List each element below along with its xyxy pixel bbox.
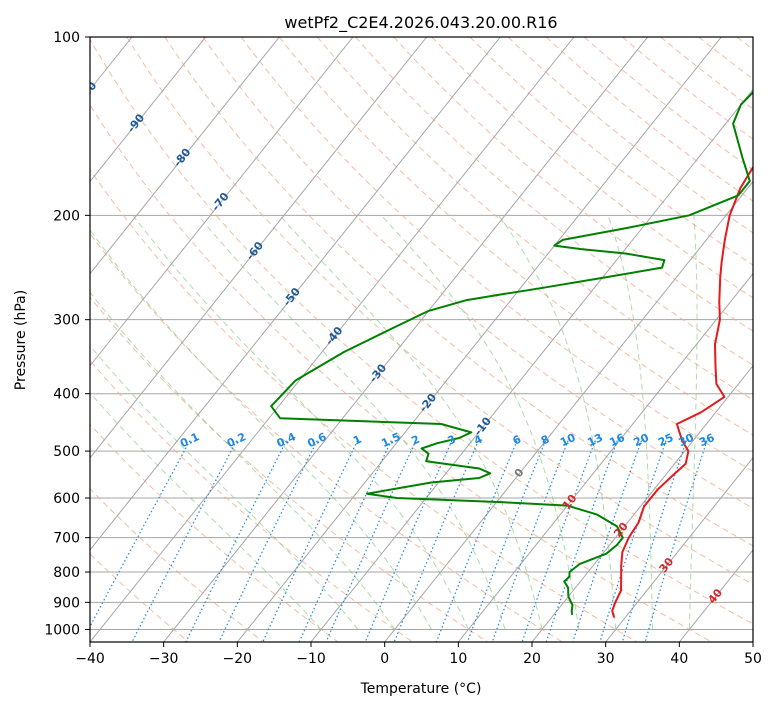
isotherm-line bbox=[163, 37, 649, 642]
y-tick-label: 400 bbox=[53, 387, 80, 403]
x-tick-label: 10 bbox=[449, 651, 467, 667]
profile-lines bbox=[270, 90, 753, 618]
mixing-ratio-label: 30 bbox=[677, 431, 697, 449]
isotherm-line bbox=[90, 37, 207, 183]
mixing-ratio-line bbox=[90, 440, 191, 628]
isotherm-line bbox=[90, 37, 501, 551]
isotherm-line bbox=[90, 37, 280, 275]
y-axis-label: Pressure (hPa) bbox=[13, 290, 29, 390]
mixing-ratio-label: 10 bbox=[558, 431, 578, 449]
mixing-ratio-line bbox=[435, 440, 518, 642]
mixing-ratio-line bbox=[364, 440, 453, 642]
background-lines bbox=[90, 37, 753, 642]
mixing-ratio-line bbox=[218, 440, 318, 642]
x-axis-label: Temperature (°C) bbox=[360, 681, 482, 697]
y-tick-label: 800 bbox=[53, 565, 80, 581]
moist-adiabat-line bbox=[380, 214, 580, 630]
axes: −40 −30 −20 −10 0 10 20 30 40 50 100 200 300 400 500 60… bbox=[44, 30, 762, 667]
dewpoint-line bbox=[270, 90, 753, 615]
isotherm-line bbox=[90, 37, 575, 642]
moist-adiabat-line bbox=[197, 214, 506, 630]
x-tick-label: 40 bbox=[670, 651, 688, 667]
x-tick-label: 0 bbox=[380, 651, 389, 667]
isotherm-line bbox=[384, 180, 753, 642]
moist-adiabat-line bbox=[90, 291, 396, 630]
y-tick-label: 900 bbox=[53, 595, 80, 611]
dry-adiabat-line bbox=[202, 37, 753, 509]
temperature-line bbox=[611, 165, 753, 618]
plot-frame bbox=[89, 36, 754, 643]
mixing-ratio-line bbox=[466, 440, 547, 642]
isotherm-line bbox=[605, 457, 753, 642]
mixing-ratio-line bbox=[262, 440, 359, 642]
dry-adiabat-line bbox=[240, 37, 753, 472]
isotherm-line bbox=[457, 272, 753, 642]
mixing-ratio-line bbox=[572, 440, 643, 642]
moist-adiabat-line bbox=[688, 215, 698, 630]
dry-adiabat-line bbox=[90, 488, 264, 642]
y-tick-label: 100 bbox=[53, 30, 80, 46]
dry-adiabat-line bbox=[90, 296, 488, 642]
dry-adiabat-line bbox=[90, 232, 563, 642]
x-tick-label: −20 bbox=[223, 651, 253, 667]
dry-adiabat-line bbox=[431, 37, 753, 299]
x-tick-label: −30 bbox=[149, 651, 179, 667]
isotherm-line bbox=[90, 37, 354, 367]
moist-adiabat-line bbox=[607, 215, 653, 630]
isotherm-line bbox=[90, 37, 428, 459]
moist-adiabat-line bbox=[498, 215, 617, 630]
x-tick-label: 30 bbox=[597, 651, 615, 667]
x-tick-label: −40 bbox=[75, 651, 105, 667]
chart-title: wetPf2_C2E4.2026.043.20.00.R16 bbox=[284, 13, 557, 33]
mixing-ratio-label: 36 bbox=[697, 431, 717, 449]
moist-adiabat-line bbox=[132, 215, 469, 630]
y-tick-label: 200 bbox=[53, 208, 80, 224]
mixing-ratio-label: 25 bbox=[656, 431, 675, 449]
y-tick-label: 300 bbox=[53, 313, 80, 329]
isotherm-line bbox=[236, 37, 722, 642]
x-tick-label: −10 bbox=[296, 651, 326, 667]
isotherm-line bbox=[310, 88, 753, 642]
mixing-ratio-line bbox=[644, 440, 708, 642]
mixing-ratio-line bbox=[621, 440, 687, 642]
y-tick-label: 700 bbox=[53, 531, 80, 547]
mixing-ratio-line bbox=[545, 440, 618, 642]
moist-adiabat-line bbox=[90, 229, 432, 630]
mixing-ratio-label: 20 bbox=[632, 431, 652, 449]
mixing-ratio-label: 16 bbox=[607, 431, 627, 449]
mixing-ratio-line bbox=[521, 440, 596, 642]
mixing-ratio-line bbox=[298, 440, 392, 642]
dry-adiabat-line bbox=[126, 37, 753, 586]
dry-adiabat-line bbox=[393, 37, 753, 332]
dry-adiabat-line bbox=[164, 37, 753, 547]
dry-adiabat-line bbox=[90, 38, 753, 625]
dry-adiabat-line bbox=[90, 104, 712, 642]
mixing-ratio-label: 13 bbox=[585, 431, 604, 449]
mixing-ratio-line bbox=[491, 440, 569, 642]
x-tick-label: 50 bbox=[744, 651, 762, 667]
moist-adiabat-line bbox=[90, 344, 359, 630]
isotherm-line bbox=[531, 364, 753, 642]
y-tick-label: 500 bbox=[53, 444, 80, 460]
x-tick-label: 20 bbox=[523, 651, 541, 667]
moist-adiabat-line bbox=[90, 392, 322, 630]
y-tick-label: 1000 bbox=[44, 622, 80, 638]
mixing-ratio-line bbox=[131, 440, 238, 642]
y-tick-label: 600 bbox=[53, 491, 80, 507]
mixing-ratio-line bbox=[599, 440, 667, 642]
mixing-ratio-line bbox=[185, 440, 288, 642]
